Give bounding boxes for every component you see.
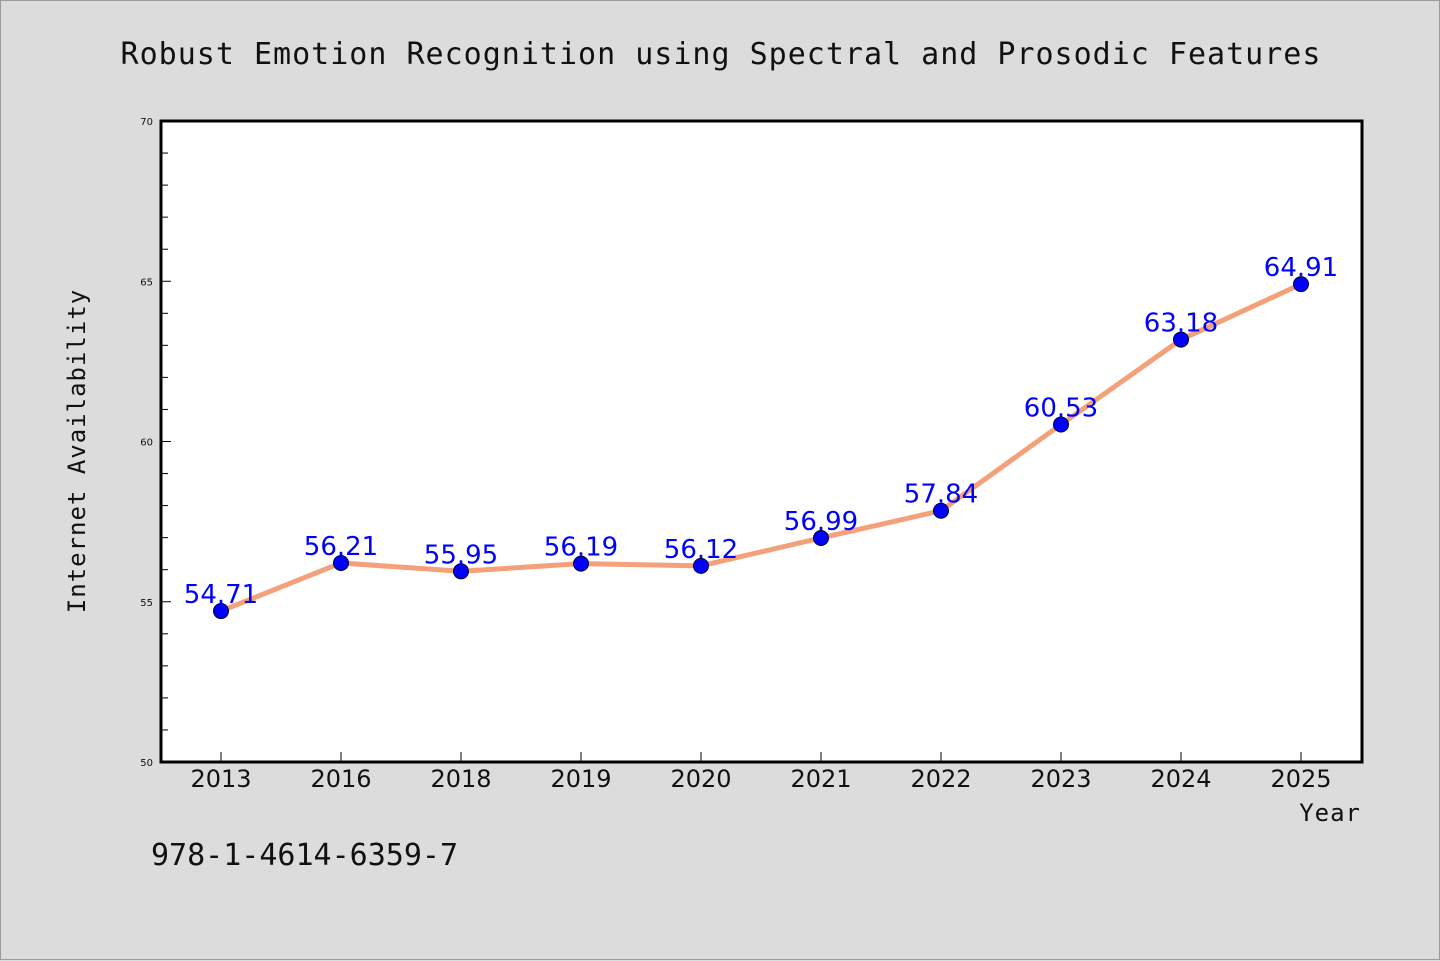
data-point-marker [813,529,829,546]
y-tick-label: 70 [140,117,153,128]
footer-note: 978-1-4614-6359-7 [151,838,458,873]
data-point-label: 60.53 [1024,394,1098,424]
data-point-label: 56.99 [784,507,858,537]
y-tick-label: 55 [140,598,153,609]
data-point-marker [213,603,229,620]
data-point-label: 54.71 [184,580,258,610]
x-tick-label: 2020 [670,765,731,793]
data-point-label: 57.84 [904,480,978,510]
data-point-label: 63.18 [1144,309,1218,339]
x-axis-label: Year [1299,799,1361,827]
plot-area [159,119,1364,764]
x-tick-label: 2025 [1270,765,1331,793]
data-point-marker [693,557,709,574]
x-axis-ticks: 2013 2016 2018 2019 2020 2021 2022 2023 2024 2025 [190,752,1332,793]
chart-title: Robust Emotion Recognition using Spectra… [121,37,1322,72]
y-tick-label: 65 [140,277,153,288]
data-point-label: 56.12 [664,535,738,565]
x-tick-label: 2016 [310,765,371,793]
y-tick-label: 50 [140,758,153,769]
y-axis-label: Internet Availability [63,289,91,613]
data-point-marker [1173,331,1189,348]
data-point-marker [573,555,589,572]
data-point-marker [1293,276,1309,293]
series-line [220,281,1303,614]
data-point-marker [933,502,949,519]
x-tick-label: 2018 [430,765,491,793]
x-tick-label: 2023 [1030,765,1091,793]
x-tick-label: 2024 [1150,765,1211,793]
data-point-marker [1053,416,1069,433]
data-point-label: 56.19 [544,533,618,563]
x-tick-label: 2013 [190,765,251,793]
data-point-label: 56.21 [304,532,378,562]
x-tick-label: 2022 [910,765,971,793]
y-tick-label: 60 [140,438,153,449]
data-point-marker [453,563,469,580]
series-markers [213,276,1309,620]
data-point-marker [333,554,349,571]
data-labels: 54.71 56.21 55.95 56.19 56.12 56.99 57.84 60.53… [184,253,1338,610]
data-point-label: 64.91 [1264,253,1338,283]
y-axis-ticks: 50 55 60 65 70 [140,117,171,769]
x-tick-label: 2019 [550,765,611,793]
x-tick-label: 2021 [790,765,851,793]
data-point-label: 55.95 [424,540,498,570]
